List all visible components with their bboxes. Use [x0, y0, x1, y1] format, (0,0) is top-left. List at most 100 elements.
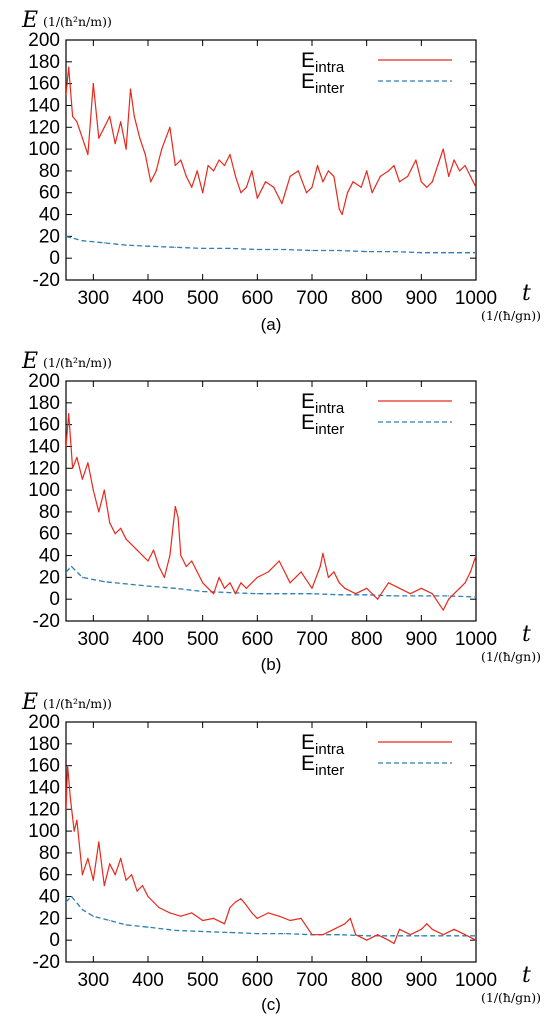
y-axis-symbol: E	[21, 690, 38, 715]
series-line-intra	[66, 764, 476, 945]
data-point-intra	[278, 560, 280, 562]
plot-frame	[65, 380, 477, 622]
data-point-inter	[311, 249, 313, 252]
plot-frame	[65, 39, 477, 281]
data-point-intra	[346, 192, 349, 194]
data-point-intra	[72, 467, 74, 469]
data-point-intra	[245, 904, 247, 906]
data-point-intra	[103, 885, 105, 887]
legend-label-inter: Einter	[301, 70, 344, 97]
data-point-inter	[125, 244, 127, 246]
data-point-intra	[120, 857, 122, 860]
data-point-intra	[103, 126, 105, 128]
data-point-intra	[437, 164, 439, 167]
data-point-intra	[76, 456, 78, 458]
y-tick-label: 100	[28, 821, 60, 842]
data-point-intra	[420, 928, 422, 930]
legend-subscript: intra	[315, 741, 345, 758]
data-point-intra	[169, 126, 171, 128]
y-tick-label: 200	[28, 30, 60, 51]
data-point-inter	[475, 596, 476, 598]
data-point-intra	[289, 175, 291, 177]
data-point-inter	[103, 242, 105, 244]
data-point-intra	[264, 181, 267, 183]
data-point-inter	[125, 583, 127, 585]
data-point-intra	[240, 192, 242, 194]
data-point-inter	[366, 935, 368, 937]
x-tick-label: 500	[187, 970, 219, 991]
data-point-intra	[322, 552, 324, 555]
data-point-intra	[144, 153, 146, 156]
y-tick-label: -20	[33, 611, 60, 632]
series-line-inter	[66, 895, 476, 937]
data-point-intra	[180, 554, 182, 557]
data-point-intra	[319, 565, 321, 568]
legend-symbol: E	[301, 70, 315, 93]
data-point-intra	[174, 505, 176, 508]
data-point-intra	[98, 511, 100, 513]
series-line-inter	[66, 565, 476, 598]
data-point-intra	[333, 571, 335, 573]
x-tick-label: 900	[405, 629, 437, 650]
data-point-intra	[459, 587, 461, 589]
data-point-intra	[448, 598, 450, 600]
data-point-intra	[327, 170, 329, 172]
data-point-inter	[448, 935, 450, 937]
x-tick-label: 600	[241, 970, 273, 991]
data-point-inter	[66, 571, 67, 573]
data-point-intra	[387, 170, 390, 172]
data-point-intra	[464, 582, 466, 584]
data-point-intra	[92, 879, 94, 881]
legend-symbol: E	[301, 731, 315, 754]
data-point-intra	[150, 181, 152, 183]
data-point-intra	[240, 898, 242, 900]
data-point-inter	[366, 594, 368, 596]
data-point-intra	[103, 489, 105, 491]
data-point-intra	[377, 598, 379, 600]
x-tick-label: 400	[132, 970, 164, 991]
y-tick-label: 120	[28, 799, 60, 820]
data-point-intra	[251, 912, 253, 914]
data-point-intra	[267, 571, 269, 573]
x-axis-unit: (1/(ħ/gn))	[481, 308, 541, 323]
data-point-intra	[139, 137, 141, 139]
y-axis-symbol: E	[21, 349, 38, 374]
data-point-intra	[289, 919, 291, 922]
x-tick-label: 1000	[455, 288, 497, 309]
data-point-intra	[81, 874, 83, 876]
data-point-intra	[191, 186, 193, 188]
y-tick-label: 40	[39, 887, 60, 908]
data-point-intra	[66, 808, 67, 810]
data-point-intra	[68, 413, 70, 415]
data-point-intra	[158, 906, 160, 909]
data-point-inter	[284, 933, 286, 935]
x-tick-label: 900	[405, 970, 437, 991]
y-tick-label: -20	[33, 270, 60, 291]
legend-subscript: intra	[315, 400, 345, 417]
legend-symbol: E	[301, 390, 315, 413]
data-point-inter	[174, 246, 176, 248]
data-point-intra	[442, 934, 444, 936]
data-point-intra	[297, 170, 299, 172]
y-tick-label: 0	[49, 930, 60, 951]
data-point-intra	[453, 928, 455, 930]
x-tick-label: 300	[77, 629, 109, 650]
y-tick-label: 100	[28, 139, 60, 160]
data-point-inter	[311, 593, 313, 595]
data-point-intra	[442, 148, 444, 150]
data-point-inter	[174, 929, 176, 932]
y-tick-label: 160	[28, 74, 60, 95]
y-tick-label: 120	[28, 458, 60, 479]
data-point-inter	[393, 251, 395, 253]
data-point-inter	[202, 590, 204, 593]
data-point-intra	[213, 917, 215, 920]
data-point-intra	[169, 554, 171, 557]
data-point-intra	[426, 186, 428, 188]
y-tick-label: 160	[28, 756, 60, 777]
x-tick-label: 300	[77, 288, 109, 309]
x-tick-label: 800	[351, 970, 383, 991]
data-point-intra	[169, 912, 171, 914]
data-point-intra	[371, 192, 373, 194]
y-tick-label: 200	[28, 371, 60, 392]
